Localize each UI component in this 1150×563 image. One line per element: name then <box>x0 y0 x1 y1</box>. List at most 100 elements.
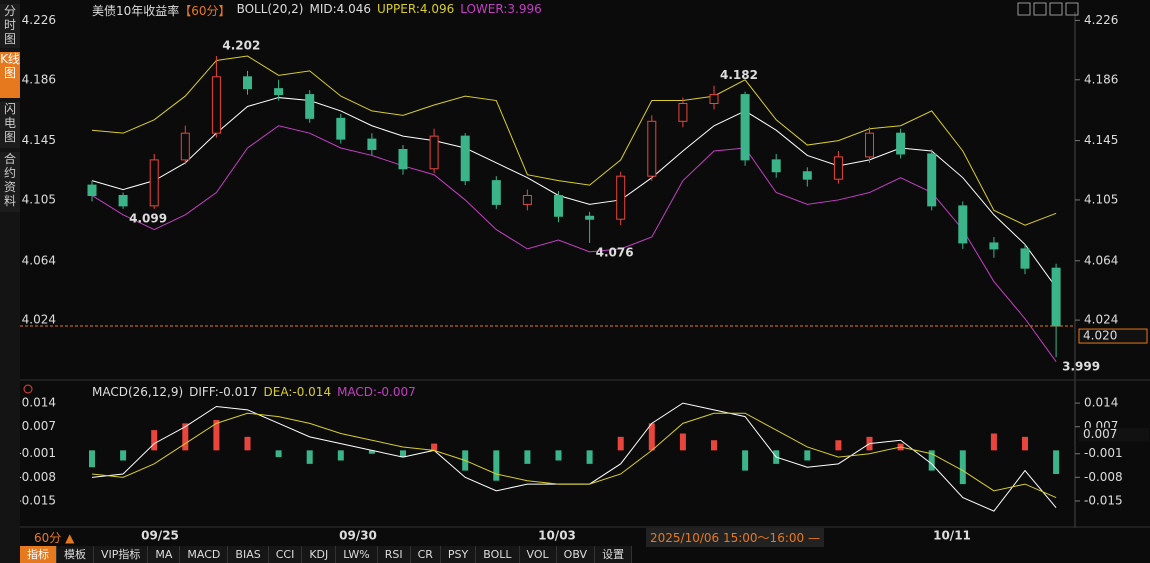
cursor-time: 2025/10/06 15:00～16:00 — <box>646 528 824 547</box>
candle-body <box>1051 267 1061 327</box>
period[interactable]: 【60分】 <box>179 4 231 18</box>
title: 美债10年收益率 <box>92 4 180 18</box>
tab[interactable]: MACD <box>180 546 229 563</box>
side-tab[interactable]: K线图 <box>0 52 20 98</box>
macd-bar <box>555 450 562 461</box>
y-tick-label: 4.145 <box>22 133 56 147</box>
boll-line <box>91 97 1057 288</box>
y-tick-label: 0.007 <box>22 419 56 433</box>
macd-marker-box <box>1079 427 1149 442</box>
indicator: BOLL(20,2) <box>236 2 304 16</box>
tab[interactable]: 模板 <box>57 546 94 563</box>
y-tick-label: -0.001 <box>17 446 56 460</box>
tab[interactable]: LW% <box>336 546 378 563</box>
window-icon <box>1049 2 1063 16</box>
macd-bar <box>151 430 158 451</box>
background <box>20 0 1150 545</box>
macd-bar <box>306 450 313 464</box>
macd-bar <box>990 433 997 451</box>
tab[interactable]: RSI <box>377 546 411 563</box>
candle-body <box>398 148 408 170</box>
tab-bar: 指标 模板 VIP指标 MA MACD BIAS CCI KDJ LW% RSI CR PSY BOLL… <box>20 546 633 563</box>
macd-line <box>91 412 1057 499</box>
cursor-label: 2025/10/06 15:00～16:00 <box>650 531 805 545</box>
side-tab[interactable]: 闪电图 <box>0 102 20 148</box>
window-icon <box>1065 2 1079 16</box>
tab[interactable]: PSY <box>440 546 477 563</box>
candle-body <box>180 132 190 161</box>
tab[interactable]: BIAS <box>228 546 269 563</box>
tab[interactable]: OBV <box>556 546 596 563</box>
side-tab[interactable]: 合约资料 <box>0 152 20 212</box>
candle-body <box>460 135 470 182</box>
macd-marker-label: 0.007 <box>1083 427 1117 441</box>
period-select[interactable]: 60分 ▲ <box>34 531 75 545</box>
window-icon <box>1033 2 1047 16</box>
candle-body <box>491 180 501 205</box>
upper: UPPER:4.096 <box>377 2 455 16</box>
extreme-label: 3.999 <box>1062 360 1100 374</box>
macd: MACD:-0.007 <box>337 385 416 399</box>
tab[interactable]: VOL <box>519 546 557 563</box>
macd-bar <box>120 450 127 461</box>
candle-body <box>833 156 843 180</box>
dea: DEA:-0.014 <box>263 385 332 399</box>
macd-bar <box>586 450 593 464</box>
candle-body <box>771 159 781 173</box>
macd-bar <box>368 450 375 454</box>
macd-bar <box>431 443 438 451</box>
macd-bar <box>959 450 966 485</box>
macd-name: MACD(26,12,9) <box>92 385 184 399</box>
macd-bar <box>400 450 406 458</box>
panel-icon <box>23 384 33 394</box>
y-tick-label-right: 4.064 <box>1084 253 1118 267</box>
y-tick-label: -0.015 <box>17 493 56 507</box>
candle-body <box>647 120 657 177</box>
macd-bar <box>1053 450 1060 474</box>
x-tick-label: 09/25 <box>141 529 179 543</box>
macd-bar <box>275 450 282 458</box>
candle-body <box>865 132 874 158</box>
candle-body <box>678 103 688 122</box>
y-tick-label-right: 4.145 <box>1084 133 1118 147</box>
macd-header: MACD(26,12,9) DIFF:-0.017 DEA:-0.014 MAC… <box>92 385 416 399</box>
y-tick-label: 4.186 <box>22 72 56 86</box>
extreme-label: 4.076 <box>596 245 634 259</box>
y-tick-label-right: 0.014 <box>1084 396 1118 410</box>
tab[interactable]: MA <box>148 546 181 563</box>
boll-line <box>91 55 1057 226</box>
diff: DIFF:-0.017 <box>189 385 258 399</box>
candle-body <box>211 76 221 134</box>
tab[interactable]: VIP指标 <box>94 546 149 563</box>
candle-body <box>118 194 128 207</box>
candle-body <box>522 194 532 205</box>
y-tick-label-right: -0.015 <box>1084 493 1123 507</box>
tab[interactable]: 设置 <box>595 546 633 563</box>
tab[interactable]: CR <box>410 546 441 563</box>
candle-body <box>709 94 719 104</box>
tab[interactable]: KDJ <box>302 546 337 563</box>
y-tick-label-right: -0.001 <box>1084 446 1123 460</box>
y-tick-label: 0.014 <box>22 396 56 410</box>
candle-body <box>616 175 626 220</box>
side-tab[interactable]: 分时图 <box>0 4 20 48</box>
tab[interactable]: BOLL <box>476 546 520 563</box>
window-icon <box>1017 2 1031 16</box>
current-price-label: 4.020 <box>1083 329 1117 343</box>
candle-body <box>305 94 315 119</box>
tab[interactable]: 指标 <box>20 546 57 563</box>
price-header: 美债10年收益率 【60分】 BOLL(20,2) MID:4.046 UPPE… <box>92 2 542 19</box>
macd-bar <box>89 450 95 468</box>
lower: LOWER:3.996 <box>460 2 542 16</box>
macd-bar <box>804 450 811 461</box>
macd-bar <box>213 419 220 451</box>
macd-bar <box>493 450 500 481</box>
candle-body <box>585 215 595 220</box>
macd-bar <box>711 440 717 451</box>
candle-body <box>1020 248 1030 269</box>
candle-body <box>429 135 439 170</box>
y-tick-label-right: -0.008 <box>1084 470 1123 484</box>
tab[interactable]: CCI <box>268 546 303 563</box>
